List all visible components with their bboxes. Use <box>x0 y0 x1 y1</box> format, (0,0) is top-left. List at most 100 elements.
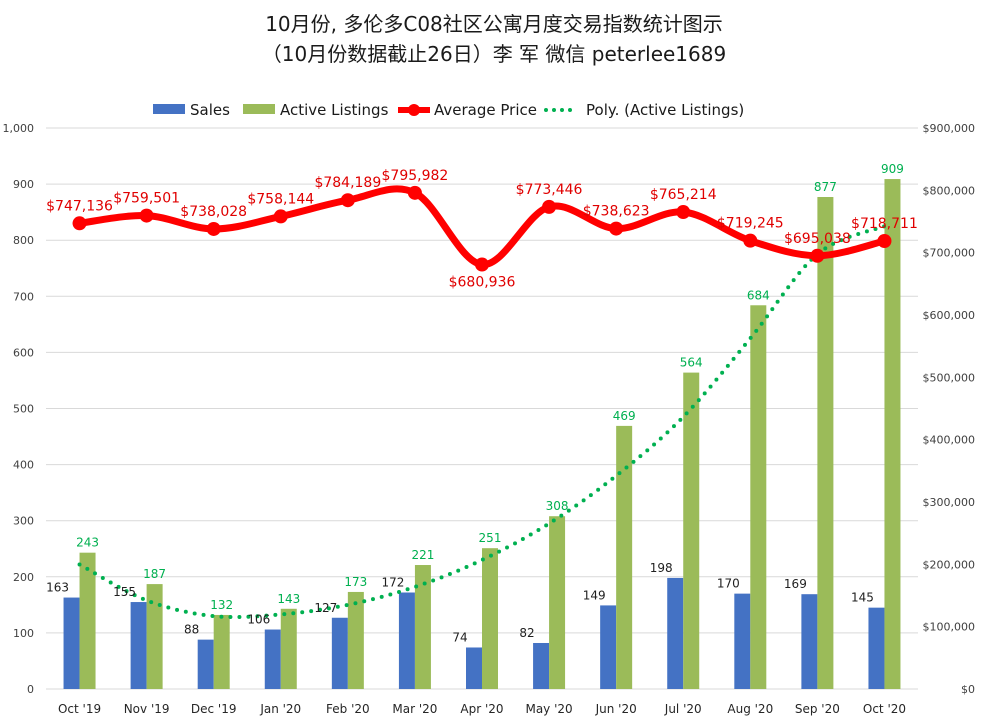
price-label: $747,136 <box>46 198 113 214</box>
y-left-tick-label: 100 <box>13 627 34 640</box>
sales-bar <box>398 592 415 689</box>
price-label: $695,038 <box>784 231 851 247</box>
listings-label: 251 <box>479 531 502 545</box>
listings-label: 243 <box>76 536 99 550</box>
y-left-tick-label: 0 <box>27 683 34 696</box>
sales-label: 163 <box>46 581 69 595</box>
gridlines <box>46 127 918 690</box>
listings-bar <box>213 614 230 689</box>
price-marker <box>743 233 758 248</box>
trendline <box>77 224 887 620</box>
sales-bar <box>801 594 818 689</box>
data-labels: 163 243 $747,136 155 187 $759,501 88 132 $738,02… <box>46 162 918 644</box>
legend: Sales Active Listings Average Price Poly. (… <box>153 101 744 119</box>
listings-bar <box>347 591 364 689</box>
y-right-tick-label: $500,000 <box>923 371 976 384</box>
x-tick-label: Oct '20 <box>863 702 906 716</box>
x-tick-label: Nov '19 <box>124 702 170 716</box>
price-label: $738,028 <box>180 204 247 220</box>
x-tick-label: Feb '20 <box>326 702 370 716</box>
legend-label-price: Average Price <box>434 101 537 119</box>
right-axis: $0 $100,000 $200,000 $300,000 $400,000 $500,0… <box>923 122 976 696</box>
price-marker <box>206 221 221 236</box>
price-line <box>72 185 892 272</box>
listings-label: 469 <box>613 409 636 423</box>
listings-bar <box>79 552 96 689</box>
listings-bar <box>750 305 767 689</box>
price-marker <box>72 216 87 231</box>
price-marker <box>273 209 288 224</box>
listings-label: 909 <box>881 162 904 176</box>
price-label: $719,245 <box>717 216 784 232</box>
sales-label: 149 <box>583 588 606 602</box>
left-axis: 0 100 200 300 400 500 600 700 800 900 1,000 <box>3 122 35 696</box>
y-right-tick-label: $0 <box>961 683 975 696</box>
price-marker <box>542 199 557 214</box>
sales-label: 172 <box>381 576 404 590</box>
y-left-tick-label: 200 <box>13 571 34 584</box>
sales-bar <box>466 647 482 689</box>
price-marker <box>877 234 892 249</box>
sales-bar <box>197 639 214 689</box>
x-axis: Oct '19 Nov '19 Dec '19 Jan '20 Feb '20 Mar '… <box>58 702 906 716</box>
sales-label: 170 <box>717 577 740 591</box>
sales-bar <box>734 593 751 689</box>
bars <box>63 179 901 690</box>
chart-title: 10月份, 多伦多C08社区公寓月度交易指数统计图示 <box>265 12 723 36</box>
chart-subtitle: （10月份数据截止26日）李 军 微信 peterlee1689 <box>261 42 727 66</box>
sales-label: 74 <box>452 630 467 644</box>
legend-label-listings: Active Listings <box>280 101 389 119</box>
legend-swatch-sales <box>153 104 185 114</box>
y-left-tick-label: 500 <box>13 403 34 416</box>
listings-bar <box>414 565 431 689</box>
x-tick-label: Apr '20 <box>460 702 503 716</box>
sales-label: 169 <box>784 577 807 591</box>
sales-bar <box>264 629 281 689</box>
x-tick-label: Jul '20 <box>664 702 702 716</box>
price-marker <box>609 221 624 236</box>
y-left-tick-label: 1,000 <box>3 122 35 135</box>
x-tick-label: Sep '20 <box>795 702 840 716</box>
price-label: $680,936 <box>449 275 516 291</box>
legend-label-sales: Sales <box>190 101 230 119</box>
y-left-tick-label: 400 <box>13 459 34 472</box>
price-marker <box>475 257 489 272</box>
sales-bar <box>331 617 348 689</box>
y-right-tick-label: $600,000 <box>923 309 976 322</box>
listings-bar <box>683 372 700 689</box>
listings-bar <box>146 584 163 689</box>
price-label: $784,189 <box>314 175 381 191</box>
x-tick-label: May '20 <box>525 702 572 716</box>
sales-label: 198 <box>650 561 673 575</box>
x-tick-label: Mar '20 <box>392 702 437 716</box>
listings-label: 877 <box>814 180 837 194</box>
x-tick-label: Aug '20 <box>727 702 773 716</box>
listings-label: 684 <box>747 288 770 302</box>
listings-bar <box>817 197 834 690</box>
listings-label: 564 <box>680 356 703 370</box>
listings-bar <box>482 548 498 689</box>
y-right-tick-label: $100,000 <box>923 621 976 634</box>
listings-label: 308 <box>546 499 569 513</box>
sales-label: 127 <box>314 601 337 615</box>
price-label: $765,214 <box>650 187 717 203</box>
price-marker <box>676 205 691 220</box>
price-label: $758,144 <box>247 191 314 207</box>
sales-label: 88 <box>184 623 199 637</box>
price-marker <box>340 193 355 208</box>
y-left-tick-label: 600 <box>13 346 34 359</box>
listings-label: 221 <box>411 548 434 562</box>
sales-bar <box>600 605 617 689</box>
y-right-tick-label: $900,000 <box>923 122 976 135</box>
sales-bar <box>63 597 80 689</box>
y-right-tick-label: $400,000 <box>923 434 976 447</box>
y-right-tick-label: $700,000 <box>923 247 976 260</box>
sales-bar <box>667 577 684 689</box>
sales-label: 82 <box>519 626 534 640</box>
x-tick-label: Dec '19 <box>191 702 237 716</box>
listings-label: 132 <box>210 598 233 612</box>
y-right-tick-label: $300,000 <box>923 496 976 509</box>
price-label: $795,982 <box>382 168 449 184</box>
listings-bar <box>616 425 633 689</box>
